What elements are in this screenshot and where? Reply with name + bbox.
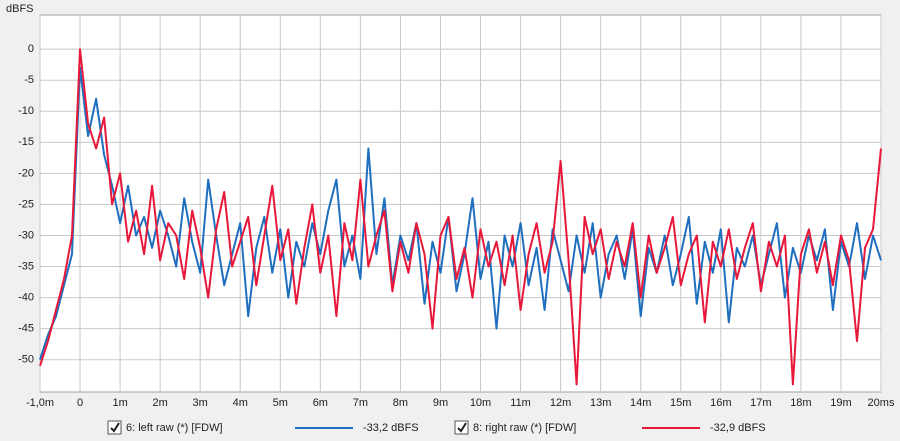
y-tick-label: -10: [18, 105, 34, 117]
y-tick-label: 0: [28, 43, 34, 55]
data-line: [39, 66, 882, 361]
data-line: [39, 48, 882, 386]
legend-name: 6: left raw (*) [FDW]: [126, 422, 223, 434]
x-tick-label: -1,0m: [26, 397, 54, 409]
x-tick-label: 19m: [830, 397, 851, 409]
x-tick-label: 11m: [510, 397, 531, 409]
x-tick-label: 2m: [153, 397, 168, 409]
y-tick-label: -25: [18, 198, 34, 210]
x-tick-label: 15m: [670, 397, 691, 409]
x-tick-label: 17m: [750, 397, 771, 409]
x-tick-label: 1m: [112, 397, 127, 409]
x-tick-label: 13m: [590, 397, 611, 409]
y-tick-label: -20: [18, 167, 34, 179]
y-tick-label: -5: [24, 74, 34, 86]
y-tick-label: -15: [18, 136, 34, 148]
y-tick-label: -50: [18, 354, 34, 366]
plot-area: [39, 14, 882, 393]
x-tick-label: 4m: [233, 397, 248, 409]
x-tick-label: 5m: [273, 397, 288, 409]
x-tick-label: 6m: [313, 397, 328, 409]
y-tick-label: -45: [18, 323, 34, 335]
x-tick-label: 9m: [433, 397, 448, 409]
x-tick-label: 7m: [353, 397, 368, 409]
y-axis-label: dBFS: [6, 3, 34, 15]
checkmark: [457, 422, 467, 433]
legend-level: -33,2 dBFS: [363, 422, 419, 434]
legend-level: -32,9 dBFS: [710, 422, 766, 434]
x-tick-label: 8m: [393, 397, 408, 409]
x-tick-label: 20ms: [868, 397, 895, 409]
x-tick-label: 18m: [790, 397, 811, 409]
x-tick-label: 16m: [710, 397, 731, 409]
x-tick-label: 0: [77, 397, 83, 409]
x-tick-label: 14m: [630, 397, 651, 409]
x-tick-label: 3m: [193, 397, 208, 409]
legend-name: 8: right raw (*) [FDW]: [473, 422, 576, 434]
y-tick-label: -30: [18, 229, 34, 241]
y-tick-label: -35: [18, 260, 34, 272]
y-tick-label: -40: [18, 292, 34, 304]
checkmark: [110, 422, 120, 433]
x-tick-label: 12m: [550, 397, 571, 409]
x-tick-label: 10m: [470, 397, 491, 409]
